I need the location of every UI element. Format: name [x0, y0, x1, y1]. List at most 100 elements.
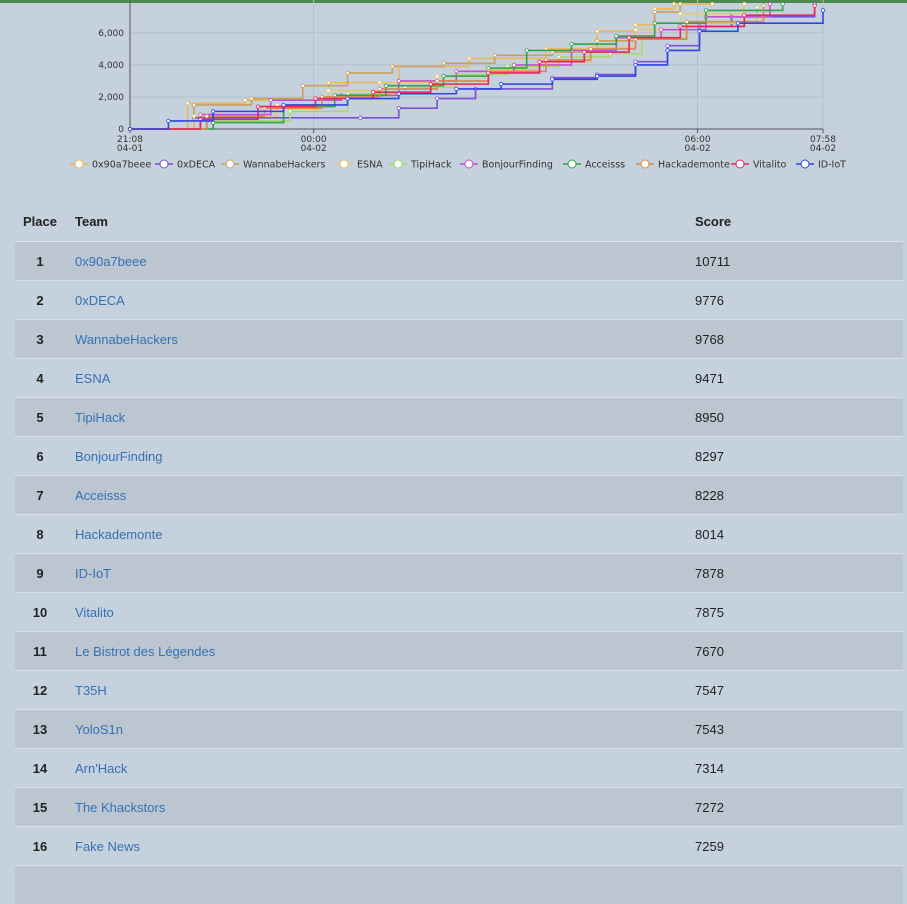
series-line [130, 6, 815, 129]
legend-label: ESNA [357, 160, 383, 171]
data-point [736, 22, 739, 25]
team-link[interactable]: WannabeHackers [75, 332, 178, 347]
data-point [250, 97, 253, 100]
team-link[interactable]: Vitalito [75, 605, 114, 620]
data-point [768, 2, 771, 5]
data-point [583, 50, 586, 53]
data-point [679, 25, 682, 28]
data-point [327, 89, 330, 92]
legend-marker [226, 160, 234, 168]
data-point [679, 2, 682, 5]
row-score: 9471 [685, 359, 903, 398]
team-link[interactable]: Le Bistrot des Légendes [75, 644, 215, 659]
row-score: 8228 [685, 476, 903, 515]
row-team: 0x90a7beee [65, 242, 685, 281]
row-score: 7878 [685, 554, 903, 593]
data-point [243, 98, 246, 101]
data-point [435, 74, 438, 77]
data-point [538, 60, 541, 63]
legend-marker [465, 160, 473, 168]
team-link[interactable]: Acceisss [75, 488, 126, 503]
row-place: 16 [15, 827, 65, 866]
row-score: 8950 [685, 398, 903, 437]
team-link[interactable]: ESNA [75, 371, 110, 386]
row-team: Acceisss [65, 476, 685, 515]
data-point [371, 90, 374, 93]
legend-marker [75, 160, 83, 168]
team-link[interactable]: Fake News [75, 839, 140, 854]
team-link[interactable]: T35H [75, 683, 107, 698]
data-point [314, 97, 317, 100]
table-row: 10 Vitalito 7875 [15, 593, 903, 632]
data-point [762, 4, 765, 7]
data-point [288, 110, 291, 113]
row-score: 8014 [685, 515, 903, 554]
row-place: 15 [15, 788, 65, 827]
row-team: ID-IoT [65, 554, 685, 593]
data-point [781, 2, 784, 5]
row-score: 7259 [685, 827, 903, 866]
legend-marker [736, 160, 744, 168]
series-line [130, 6, 763, 129]
data-point [685, 20, 688, 23]
y-tick-label: 2,000 [98, 93, 124, 103]
team-link[interactable]: 0xDECA [75, 293, 125, 308]
score-chart: 02,0004,0006,00021:0804-0100:0004-0206:0… [0, 0, 907, 180]
row-team: TipiHack [65, 398, 685, 437]
legend-marker [568, 160, 576, 168]
team-link[interactable]: Arn'Hack [75, 761, 127, 776]
data-point [653, 10, 656, 13]
row-place: 10 [15, 593, 65, 632]
team-link[interactable]: YoloS1n [75, 722, 123, 737]
row-place: 2 [15, 281, 65, 320]
data-point [666, 49, 669, 52]
data-point [595, 30, 598, 33]
table-row: 4 ESNA 9471 [15, 359, 903, 398]
table-row: 16 Fake News 7259 [15, 827, 903, 866]
row-team: YoloS1n [65, 710, 685, 749]
row-team: ESNA [65, 359, 685, 398]
data-point [192, 103, 195, 106]
data-point [205, 114, 208, 117]
row-place: 4 [15, 359, 65, 398]
data-point [512, 63, 515, 66]
data-point [435, 79, 438, 82]
legend-label: 0x90a7beee [92, 160, 151, 171]
header-place: Place [15, 202, 65, 242]
team-link[interactable]: 0x90a7beee [75, 254, 147, 269]
legend-label: WannabeHackers [243, 160, 325, 171]
data-point [711, 2, 714, 5]
team-link[interactable]: ID-IoT [75, 566, 111, 581]
team-link[interactable]: TipiHack [75, 410, 125, 425]
team-link[interactable]: The Khackstors [75, 800, 165, 815]
data-point [487, 71, 490, 74]
data-point [589, 47, 592, 50]
legend-marker [160, 160, 168, 168]
data-point [672, 2, 675, 5]
row-team: WannabeHackers [65, 320, 685, 359]
y-tick-label: 0 [118, 125, 124, 135]
data-point [391, 65, 394, 68]
legend-marker [394, 160, 402, 168]
row-place: 3 [15, 320, 65, 359]
row-team: The Khackstors [65, 788, 685, 827]
row-team: BonjourFinding [65, 437, 685, 476]
data-point [679, 12, 682, 15]
data-point [397, 92, 400, 95]
row-place: 5 [15, 398, 65, 437]
row-score: 7875 [685, 593, 903, 632]
team-link[interactable]: BonjourFinding [75, 449, 162, 464]
data-point [269, 98, 272, 101]
data-point [627, 36, 630, 39]
team-link[interactable]: Hackademonte [75, 527, 162, 542]
data-point [755, 6, 758, 9]
row-place: 12 [15, 671, 65, 710]
row-place: 6 [15, 437, 65, 476]
row-team [65, 866, 685, 904]
